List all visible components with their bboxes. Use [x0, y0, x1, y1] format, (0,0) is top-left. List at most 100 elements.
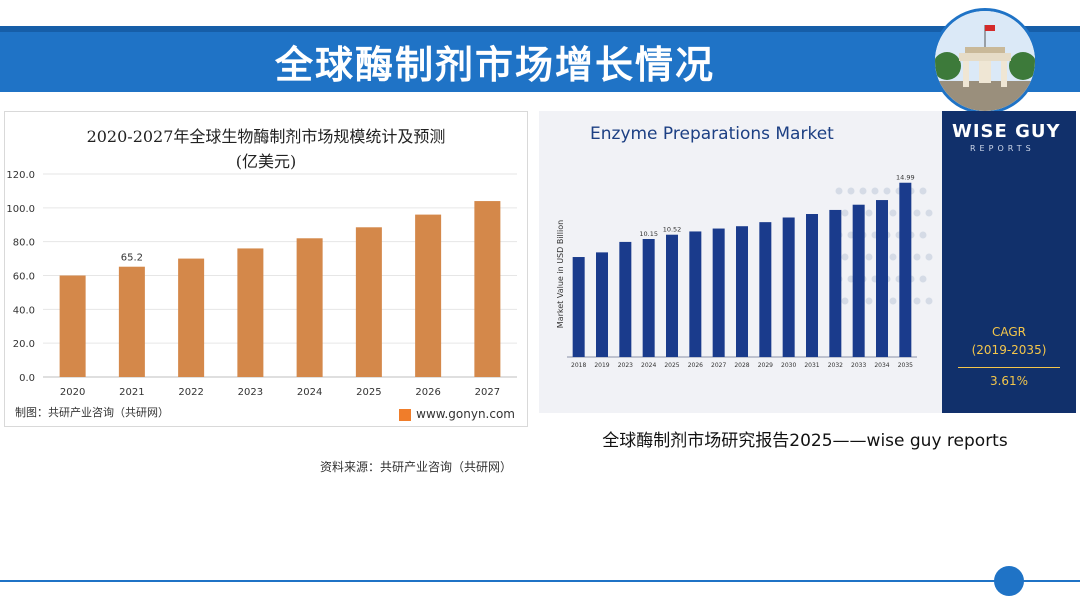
right-bar	[619, 241, 632, 357]
right-y-axis-label: Market Value in USD Billion	[556, 220, 565, 328]
watermark-dot	[865, 297, 873, 305]
right-chart-title: Enzyme Preparations Market	[590, 124, 834, 144]
watermark-dot	[919, 187, 927, 195]
watermark-dot	[925, 253, 933, 261]
watermark-dot	[913, 209, 921, 217]
left-ytick-label: 0.0	[19, 373, 35, 384]
watermark-dot	[859, 187, 867, 195]
watermark-dot	[841, 209, 849, 217]
left-bar	[296, 238, 323, 377]
wise-guy-logo: WISE GUY	[952, 121, 1061, 142]
left-chart-site-text: www.gonyn.com	[416, 407, 515, 421]
left-chart-title-block: 2020-2027年全球生物酶制剂市场规模统计及预测 (亿美元)	[5, 124, 527, 174]
watermark-dot	[919, 231, 927, 239]
left-bar	[118, 266, 145, 377]
cagr-range: (2019-2035)	[971, 343, 1047, 357]
left-ytick-label: 100.0	[6, 204, 35, 215]
watermark-dot	[841, 253, 849, 261]
cagr-label: CAGR	[991, 325, 1026, 339]
right-xtick-label: 2026	[688, 362, 703, 369]
watermark-dot	[865, 253, 873, 261]
right-xtick-label: 2030	[781, 362, 796, 369]
left-chart-unit: (亿美元)	[235, 152, 297, 171]
watermark-dot	[925, 209, 933, 217]
left-xtick-label: 2027	[475, 387, 500, 398]
left-xtick-label: 2026	[415, 387, 440, 398]
left-chart-footer: 制图：共研产业咨询（共研网）	[15, 406, 169, 419]
right-bar	[642, 239, 655, 357]
right-xtick-label: 2024	[641, 362, 656, 369]
left-ytick-label: 80.0	[13, 238, 35, 249]
right-xtick-label: 2032	[828, 362, 843, 369]
left-bar-chart: 0.0 20.0 40.0 60.0 80.0 100.0 120.0 2020 2021 202…	[6, 170, 517, 398]
left-xtick-label: 2022	[178, 387, 203, 398]
right-data-label: 10.15	[639, 230, 658, 238]
left-xtick-label: 2021	[119, 387, 144, 398]
right-bar	[596, 252, 608, 357]
bottom-dot-decoration	[994, 566, 1024, 596]
campus-gate-icon	[935, 11, 1035, 111]
left-ytick-label: 20.0	[13, 339, 35, 350]
left-data-label: 65.2	[121, 253, 143, 264]
right-data-label: 10.52	[663, 226, 682, 234]
left-ytick-label: 60.0	[13, 272, 35, 283]
page-title: 全球酶制剂市场增长情况	[274, 43, 715, 87]
right-xtick-label: 2027	[711, 362, 726, 369]
watermark-dot	[847, 187, 855, 195]
right-bar	[712, 228, 725, 357]
right-bar	[666, 234, 678, 357]
cagr-divider	[958, 367, 1060, 368]
right-xtick-label: 2035	[898, 362, 913, 369]
right-bar	[572, 257, 585, 357]
watermark-dot	[913, 297, 921, 305]
watermark-dot	[889, 253, 897, 261]
watermark-dot	[889, 297, 897, 305]
right-sidebar: WISE GUY REPORTS CAGR (2019-2035) 3.61%	[942, 111, 1076, 413]
left-xtick-label: 2024	[297, 387, 322, 398]
right-bar	[876, 200, 888, 357]
gonyn-logo-icon	[399, 408, 412, 421]
right-bar	[852, 204, 865, 357]
watermark-dot	[871, 187, 879, 195]
right-xtick-label: 2031	[804, 362, 819, 369]
right-bar	[736, 226, 748, 357]
right-chart-caption: 全球酶制剂市场研究报告2025——wise guy reports	[602, 431, 1008, 451]
watermark-dot	[841, 297, 849, 305]
title-bar: 全球酶制剂市场增长情况	[0, 26, 1080, 92]
left-bar	[474, 201, 501, 377]
right-bar	[899, 182, 912, 357]
cagr-value: 3.61%	[989, 374, 1029, 388]
watermark-dot	[835, 187, 843, 195]
watermark-dot	[925, 297, 933, 305]
left-chart-panel: 0.0 20.0 40.0 60.0 80.0 100.0 120.0 2020 2021 202…	[4, 111, 528, 427]
left-chart-title: 2020-2027年全球生物酶制剂市场规模统计及预测	[86, 127, 446, 146]
left-bar	[355, 227, 382, 377]
watermark-dot	[883, 187, 891, 195]
right-xtick-label: 2033	[851, 362, 866, 369]
right-bar	[782, 217, 795, 357]
watermark-dot	[889, 209, 897, 217]
right-bar-chart: 2018 2019 2023 2024 2025 2026 2027 2028 2029 2030…	[556, 174, 933, 369]
right-xtick-label: 2018	[571, 362, 586, 369]
left-bar	[415, 214, 442, 377]
right-xtick-label: 2028	[734, 362, 749, 369]
right-bar	[759, 222, 772, 357]
bottom-divider	[0, 580, 1080, 582]
left-xtick-label: 2020	[60, 387, 85, 398]
campus-photo-logo	[932, 8, 1038, 114]
right-bar	[806, 214, 818, 357]
right-bar	[829, 209, 842, 357]
wise-guy-logo-sub: REPORTS	[970, 144, 1035, 153]
left-ytick-label: 120.0	[6, 170, 35, 181]
watermark-dot	[865, 209, 873, 217]
watermark-dot	[913, 253, 921, 261]
right-xtick-label: 2019	[594, 362, 609, 369]
left-ytick-label: 40.0	[13, 305, 35, 316]
right-xtick-label: 2029	[758, 362, 773, 369]
left-xtick-label: 2025	[356, 387, 381, 398]
source-note: 资料来源：共研产业咨询（共研网）	[320, 460, 513, 474]
right-xtick-label: 2023	[618, 362, 633, 369]
right-data-label: 14.99	[896, 174, 915, 182]
right-bar	[689, 231, 702, 357]
right-xtick-label: 2034	[874, 362, 889, 369]
